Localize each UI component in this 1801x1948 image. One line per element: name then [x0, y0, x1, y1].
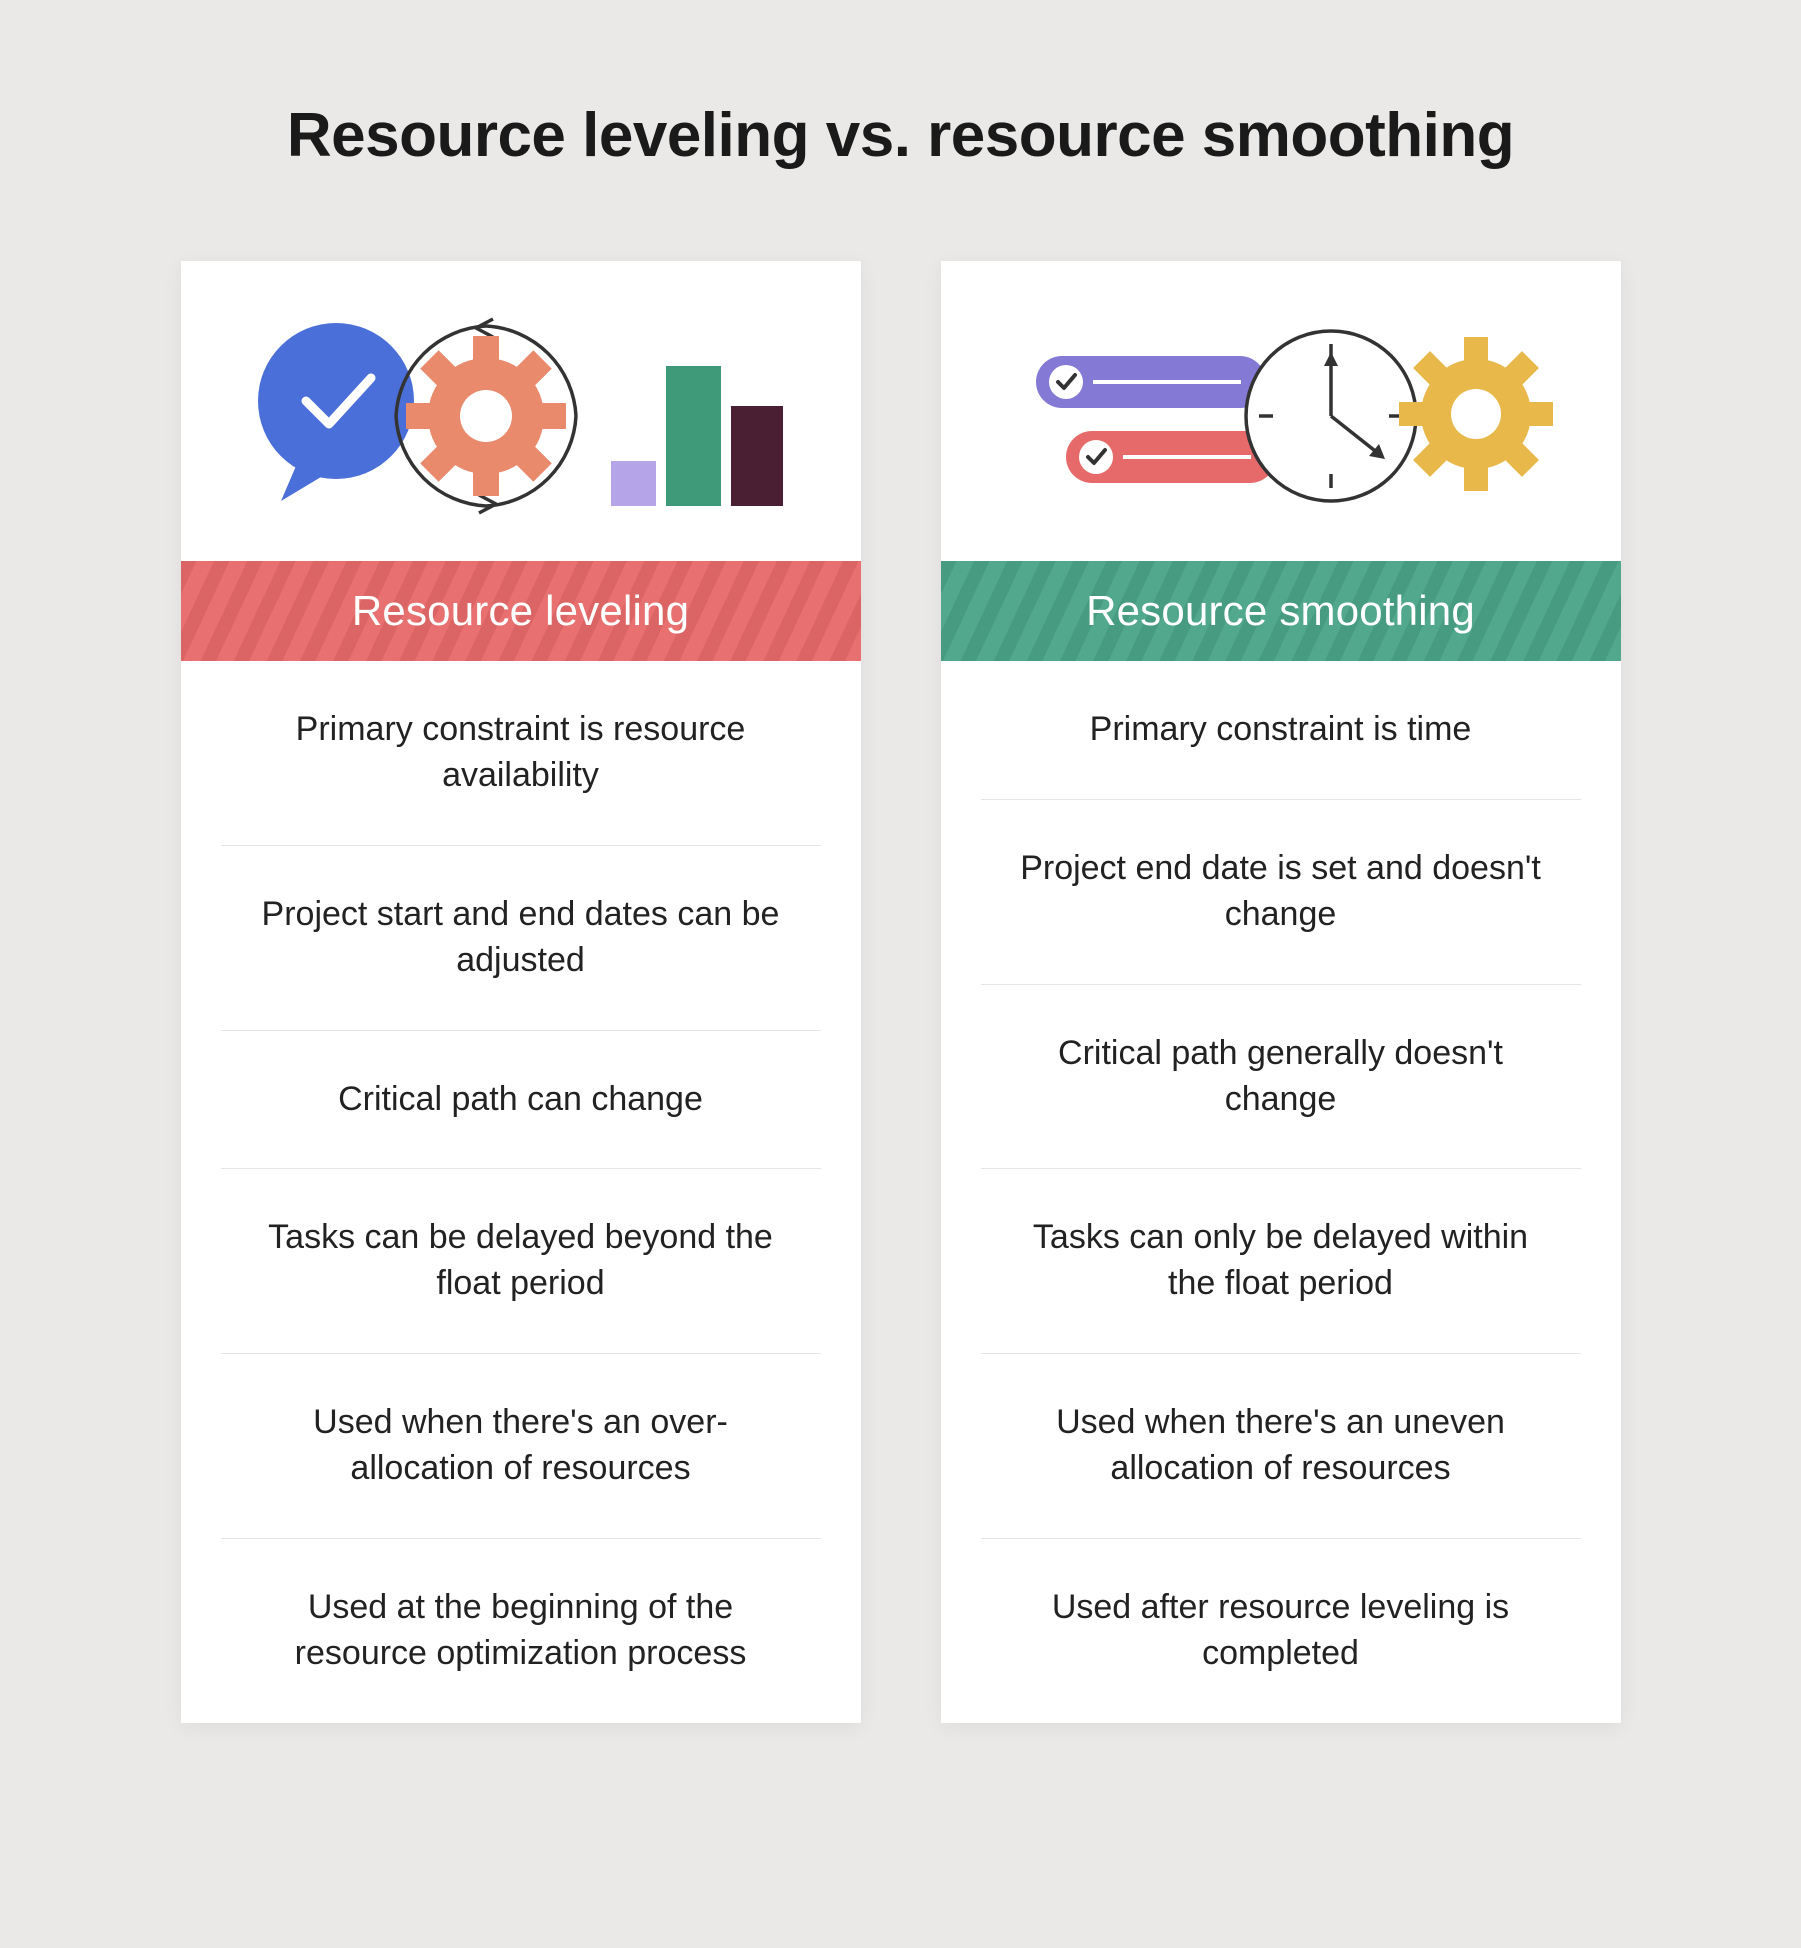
comparison-columns: Resource leveling Primary constraint is …	[120, 261, 1681, 1723]
smoothing-items: Primary constraint is time Project end d…	[941, 661, 1621, 1723]
leveling-illustration	[181, 261, 861, 561]
smoothing-header: Resource smoothing	[941, 561, 1621, 661]
clock-icon	[1246, 331, 1416, 501]
leveling-header: Resource leveling	[181, 561, 861, 661]
list-item: Used after resource leveling is complete…	[941, 1539, 1621, 1723]
bar-chart-icon	[611, 366, 783, 506]
list-item: Primary constraint is resource availabil…	[181, 661, 861, 845]
leveling-card: Resource leveling Primary constraint is …	[181, 261, 861, 1723]
smoothing-illustration	[941, 261, 1621, 561]
task-pill-icon	[1066, 431, 1276, 483]
list-item: Critical path generally doesn't change	[941, 985, 1621, 1169]
smoothing-card: Resource smoothing Primary constraint is…	[941, 261, 1621, 1723]
gear-icon	[1399, 337, 1553, 491]
list-item: Used at the beginning of the resource op…	[181, 1539, 861, 1723]
list-item: Primary constraint is time	[941, 661, 1621, 799]
list-item: Used when there's an over-allocation of …	[181, 1354, 861, 1538]
list-item: Used when there's an uneven allocation o…	[941, 1354, 1621, 1538]
leveling-items: Primary constraint is resource availabil…	[181, 661, 861, 1723]
leveling-header-label: Resource leveling	[352, 587, 689, 635]
speech-bubble-icon	[258, 323, 414, 501]
list-item: Tasks can only be delayed within the flo…	[941, 1169, 1621, 1353]
task-pill-icon	[1036, 356, 1266, 408]
list-item: Project end date is set and doesn't chan…	[941, 800, 1621, 984]
page-title: Resource leveling vs. resource smoothing	[120, 100, 1681, 171]
gear-icon	[406, 336, 566, 496]
list-item: Project start and end dates can be adjus…	[181, 846, 861, 1030]
smoothing-header-label: Resource smoothing	[1086, 587, 1475, 635]
list-item: Tasks can be delayed beyond the float pe…	[181, 1169, 861, 1353]
list-item: Critical path can change	[181, 1031, 861, 1169]
